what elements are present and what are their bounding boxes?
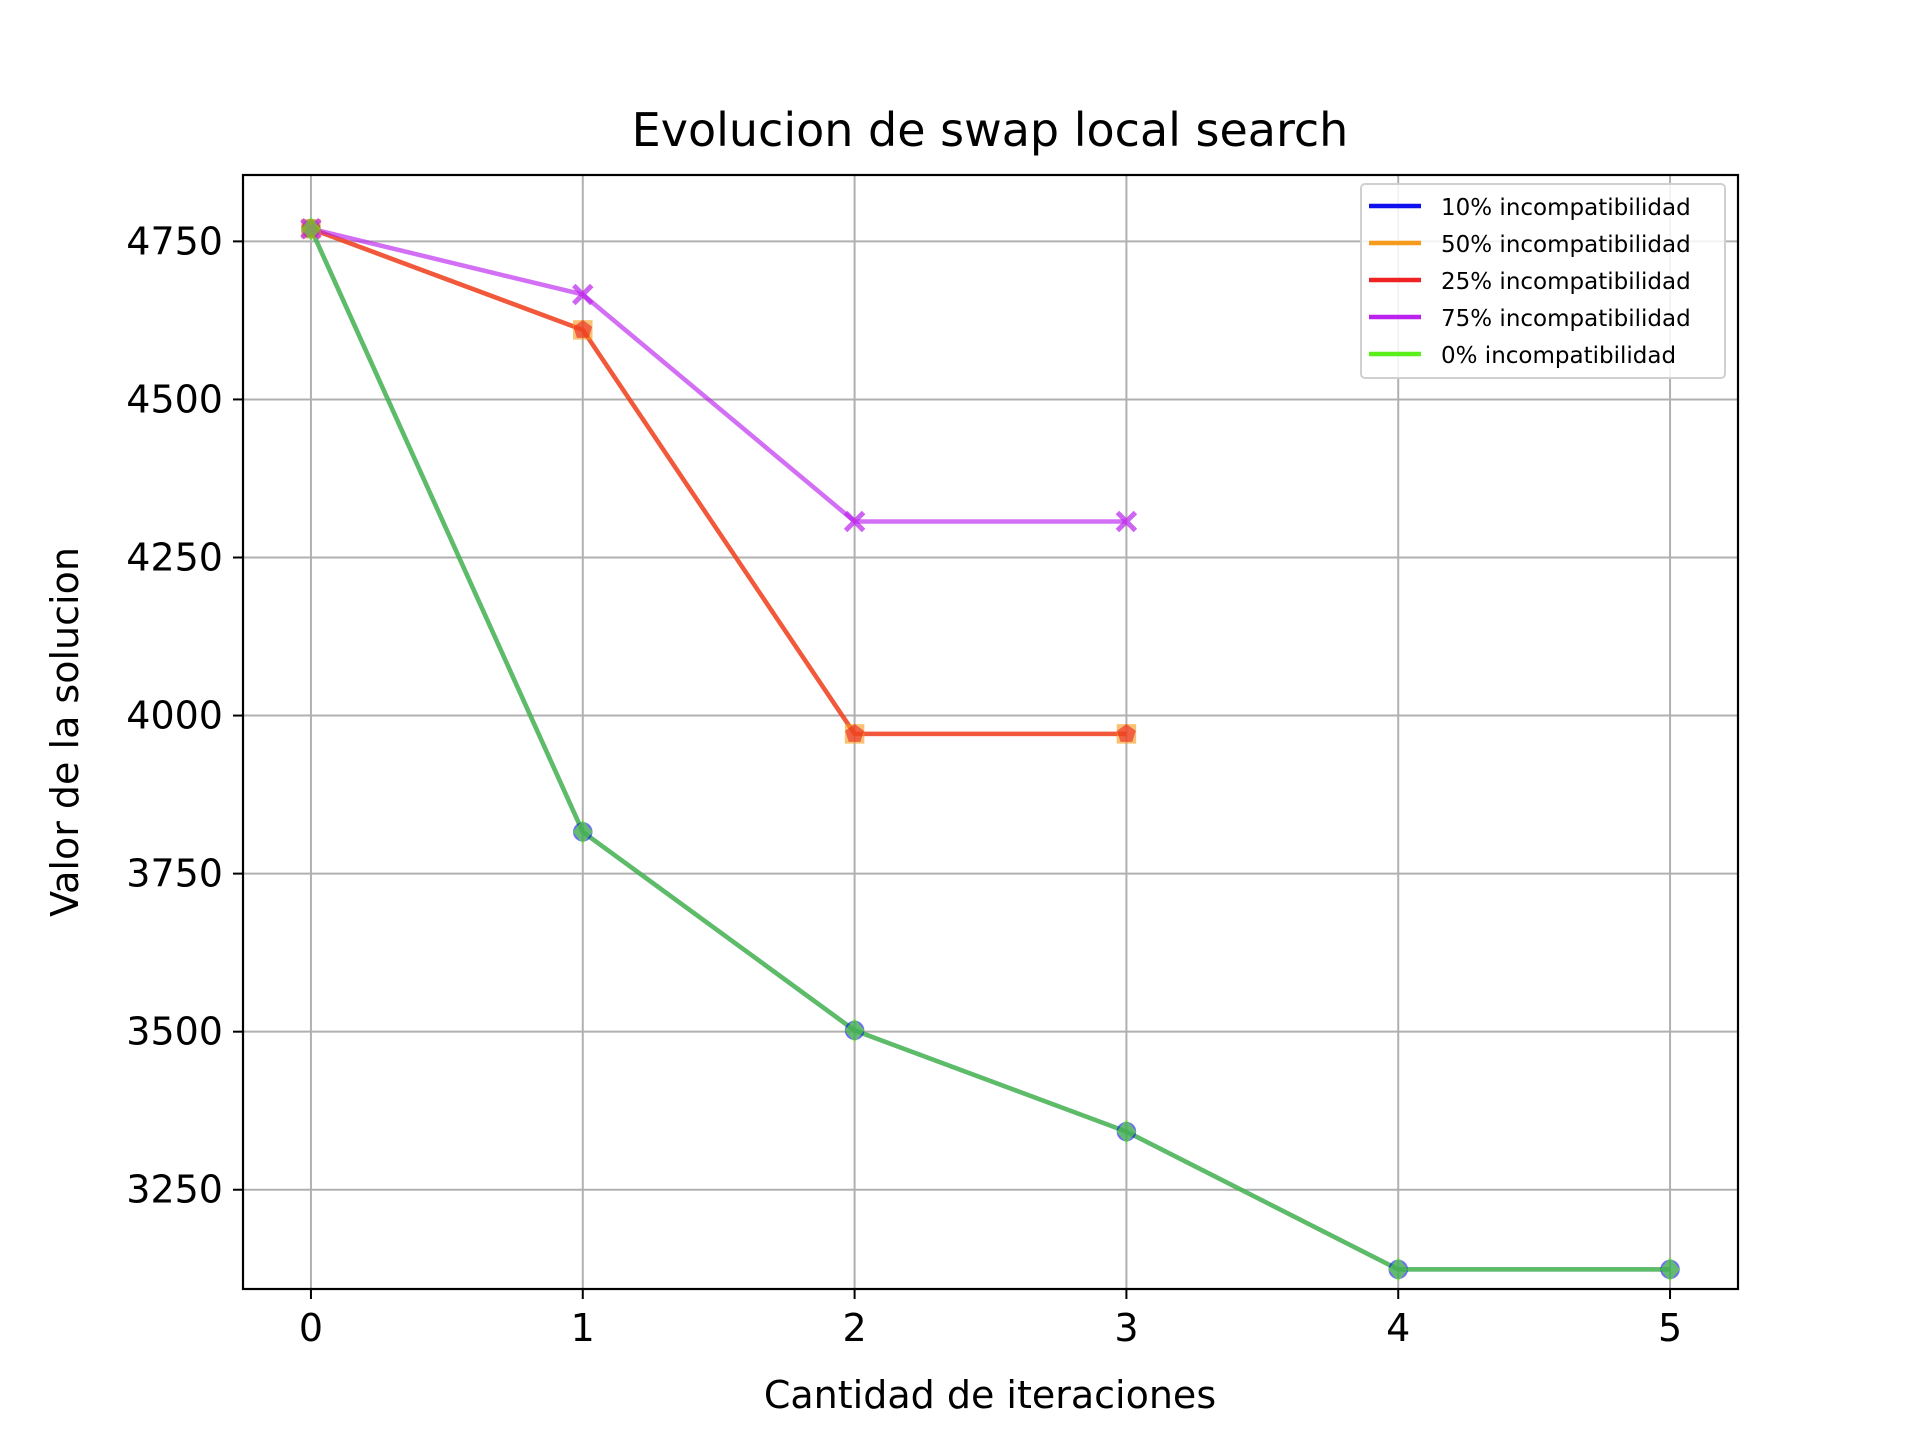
y-axis-label: Valor de la solucion (43, 547, 87, 917)
series-point-0-incompatibilidad (1388, 1257, 1409, 1282)
series-point-75-incompatibilidad (843, 510, 866, 533)
x-tick-label: 1 (571, 1306, 595, 1350)
x-tick-label: 3 (1114, 1306, 1138, 1350)
legend-label: 0% incompatibilidad (1441, 343, 1676, 369)
series-point-25-incompatibilidad (573, 319, 593, 338)
legend-label: 75% incompatibilidad (1441, 306, 1691, 332)
series-line-10-incompatibilidad (308, 227, 1671, 1272)
series-lines (308, 226, 1671, 1272)
series-point-0-incompatibilidad (844, 1018, 865, 1043)
legend-label: 25% incompatibilidad (1441, 269, 1691, 295)
y-tick-label: 4500 (126, 377, 223, 421)
y-tick-label: 3250 (126, 1168, 223, 1212)
y-tick-label: 3500 (126, 1010, 223, 1054)
series-point-0-incompatibilidad (300, 216, 321, 241)
series-point-25-incompatibilidad (845, 723, 865, 742)
y-tick-label: 4250 (126, 536, 223, 580)
series-line-25-incompatibilidad (310, 226, 1127, 737)
x-tick-label: 5 (1658, 1306, 1682, 1350)
series-markers (300, 216, 1681, 1282)
y-tick-label: 3750 (126, 852, 223, 896)
x-tick-label: 0 (299, 1306, 323, 1350)
plot-frame (241, 173, 1740, 1291)
x-tick-label: 4 (1386, 1306, 1410, 1350)
legend-label: 50% incompatibilidad (1441, 232, 1691, 258)
legend-box (1360, 183, 1726, 379)
series-line-50-incompatibilidad (310, 226, 1127, 737)
x-tick-label: 2 (842, 1306, 866, 1350)
series-line-0-incompatibilidad (308, 227, 1671, 1272)
series-point-0-incompatibilidad (572, 819, 593, 844)
y-axis-ticks: 3250 3500 3750 4000 4250 4500 4750 (126, 219, 243, 1212)
legend-label: 10% incompatibilidad (1441, 195, 1691, 221)
legend: 10% incompatibilidad 50% incompatibilidad… (1360, 183, 1726, 379)
series-line-75-incompatibilidad (310, 226, 1127, 524)
series-point-75-incompatibilidad (572, 283, 594, 306)
series-point-75-incompatibilidad (1115, 510, 1138, 533)
x-axis-label: Cantidad de iteraciones (764, 1373, 1216, 1417)
y-tick-label: 4750 (126, 219, 223, 263)
y-tick-label: 4000 (126, 694, 223, 738)
series-point-0-incompatibilidad (1660, 1257, 1681, 1282)
chart-title: Evolucion de swap local search (632, 103, 1349, 157)
series-point-0-incompatibilidad (1116, 1119, 1137, 1144)
series-point-25-incompatibilidad (1116, 723, 1136, 742)
x-axis-ticks: 0 1 2 3 4 5 (299, 1289, 1682, 1350)
